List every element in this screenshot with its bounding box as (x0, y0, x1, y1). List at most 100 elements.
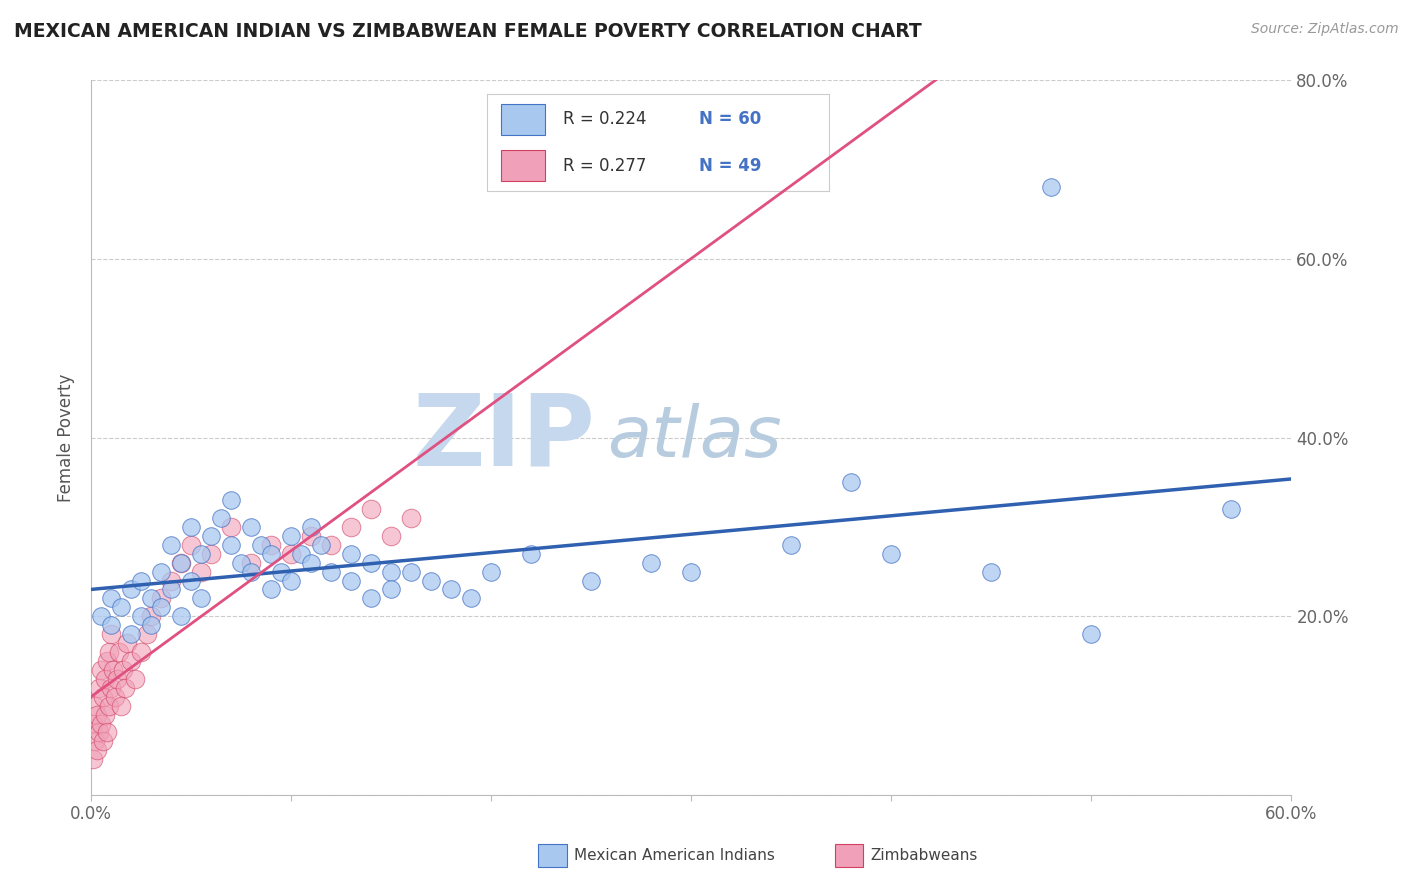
Point (180, 538, 202, 552)
Point (340, 520, 363, 534)
Point (640, 556, 662, 570)
Point (380, 529, 402, 543)
Point (299, 520, 322, 534)
Point (980, 565, 1002, 579)
Point (98, 698, 121, 713)
Point (260, 582, 283, 597)
Point (141, 591, 163, 606)
Point (86, 743, 108, 757)
Point (115, 636, 138, 650)
Point (1220, 502, 1243, 516)
Point (360, 556, 382, 570)
Point (112, 663, 135, 677)
Point (89, 681, 111, 695)
Point (280, 547, 302, 561)
Point (84, 734, 107, 748)
Point (309, 538, 332, 552)
Point (190, 591, 212, 606)
Text: ZIP: ZIP (412, 389, 595, 486)
Point (190, 565, 212, 579)
Point (520, 547, 543, 561)
Point (150, 565, 173, 579)
Point (120, 582, 142, 597)
Point (98, 645, 121, 659)
Point (90, 716, 112, 731)
Point (841, 475, 863, 490)
Point (124, 672, 146, 686)
Point (260, 547, 283, 561)
Point (581, 574, 603, 588)
Point (340, 574, 363, 588)
Point (100, 618, 122, 632)
Point (91, 734, 114, 748)
Point (108, 645, 131, 659)
Point (321, 565, 343, 579)
Point (231, 556, 253, 570)
Point (219, 520, 242, 534)
Point (160, 574, 183, 588)
Point (129, 609, 152, 624)
Point (321, 538, 343, 552)
Point (141, 618, 163, 632)
Point (120, 627, 142, 641)
Point (200, 547, 222, 561)
Point (100, 627, 122, 641)
Point (104, 690, 127, 704)
Point (86, 707, 108, 722)
Point (150, 591, 173, 606)
Point (420, 574, 443, 588)
Point (340, 547, 363, 561)
Point (479, 565, 502, 579)
Point (260, 538, 283, 552)
Point (399, 565, 422, 579)
Point (150, 600, 173, 615)
Point (82, 716, 104, 731)
Point (880, 547, 903, 561)
Point (240, 565, 263, 579)
Point (280, 574, 302, 588)
Point (219, 493, 242, 508)
Point (240, 556, 263, 570)
Point (250, 538, 273, 552)
Point (399, 511, 422, 525)
Point (360, 502, 382, 516)
Point (110, 600, 132, 615)
Text: atlas: atlas (607, 403, 782, 472)
Point (780, 538, 803, 552)
Point (681, 565, 703, 579)
Point (84, 698, 107, 713)
Text: Zimbabweans: Zimbabweans (870, 848, 977, 863)
Point (120, 654, 142, 668)
Y-axis label: Female Poverty: Female Poverty (58, 374, 75, 501)
Point (91, 690, 114, 704)
Point (380, 565, 402, 579)
Point (280, 529, 302, 543)
Point (89, 725, 111, 739)
Point (180, 520, 202, 534)
Point (94, 672, 117, 686)
Point (1040, 180, 1063, 194)
Point (460, 591, 482, 606)
Point (290, 547, 312, 561)
Point (136, 627, 159, 641)
Point (100, 681, 122, 695)
Point (299, 529, 322, 543)
Point (110, 698, 132, 713)
Point (82, 752, 104, 766)
Point (105, 672, 128, 686)
Point (170, 556, 193, 570)
Point (160, 538, 183, 552)
Point (240, 520, 263, 534)
Point (190, 547, 212, 561)
Point (90, 609, 112, 624)
Point (160, 582, 183, 597)
Point (96, 654, 118, 668)
Point (270, 565, 292, 579)
Point (96, 725, 118, 739)
Point (94, 707, 117, 722)
Text: MEXICAN AMERICAN INDIAN VS ZIMBABWEAN FEMALE POVERTY CORRELATION CHART: MEXICAN AMERICAN INDIAN VS ZIMBABWEAN FE… (14, 22, 922, 41)
Point (1080, 627, 1102, 641)
Point (129, 645, 152, 659)
Point (200, 529, 222, 543)
Point (219, 538, 242, 552)
